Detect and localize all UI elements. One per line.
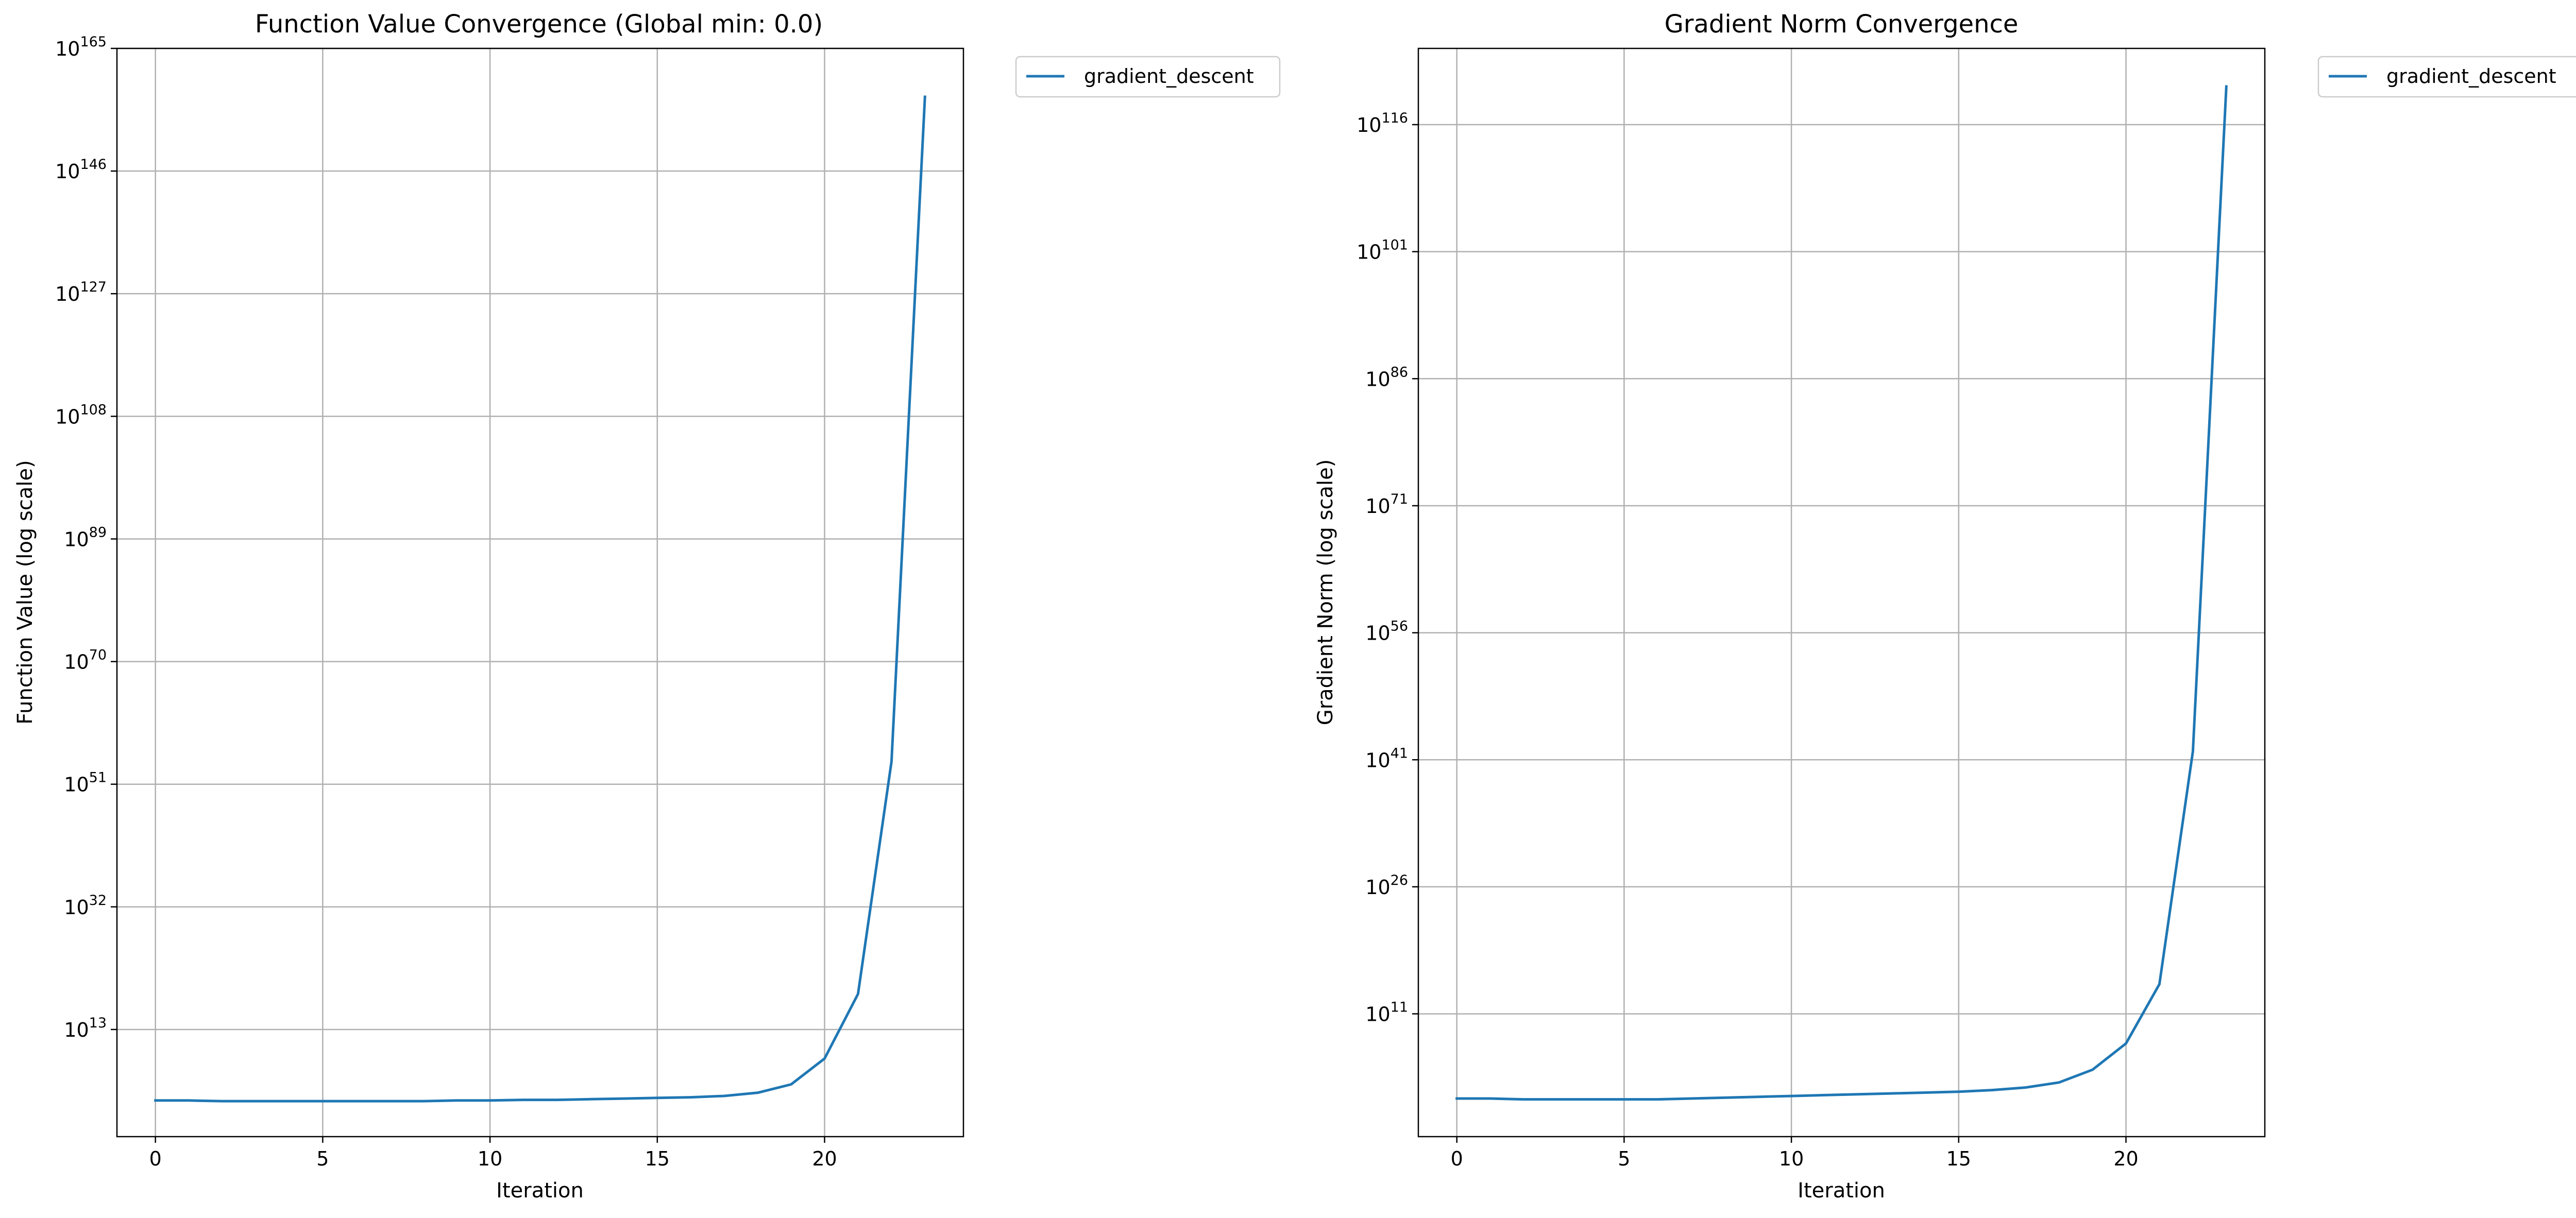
y-tick-label: 10101 [1357, 237, 1408, 264]
y-tick-label: 10165 [55, 34, 107, 60]
y-tick-label: 10108 [55, 402, 107, 428]
x-tick-label: 15 [1946, 1147, 1971, 1170]
y-tick-label: 1011 [1365, 1000, 1408, 1026]
series-line-gradient-descent [154, 95, 926, 1103]
chart-title: Gradient Norm Convergence [1665, 10, 2019, 39]
x-tick-label: 10 [1779, 1147, 1804, 1170]
legend: gradient_descent [2317, 56, 2576, 98]
chart-title: Function Value Convergence (Global min: … [255, 10, 823, 39]
y-tick-label: 1041 [1365, 745, 1408, 771]
y-tick-label: 1056 [1365, 619, 1408, 645]
plot-area [154, 95, 926, 1103]
legend-box [2317, 56, 2576, 98]
y-tick-label: 1032 [64, 893, 107, 919]
axes-frame [1417, 47, 2266, 1138]
y-tick-label: 1026 [1365, 872, 1408, 899]
series-line-gradient-descent [1455, 85, 2228, 1101]
x-axis-ticks: 0 5 10 15 20 [1451, 1137, 2139, 1170]
x-axis-ticks: 0 5 10 15 20 [149, 1137, 837, 1170]
x-tick-label: 0 [1451, 1147, 1463, 1170]
x-tick-label: 20 [2113, 1147, 2138, 1170]
axes-frame [116, 47, 964, 1138]
y-tick-label: 10127 [55, 279, 107, 305]
y-tick-label: 1086 [1365, 364, 1408, 390]
y-tick-label: 1013 [64, 1015, 107, 1041]
x-axis-label: Iteration [1798, 1179, 1885, 1203]
y-tick-label: 1051 [64, 770, 107, 796]
legend-label: gradient_descent [1084, 65, 1254, 88]
legend-label: gradient_descent [2386, 65, 2556, 88]
x-tick-label: 5 [316, 1147, 329, 1170]
legend: gradient_descent [1015, 56, 1281, 98]
y-tick-label: 1071 [1365, 491, 1408, 518]
x-tick-label: 5 [1618, 1147, 1630, 1170]
y-axis-label: Function Value (log scale) [13, 460, 37, 724]
x-tick-label: 15 [645, 1147, 670, 1170]
chart-function-value: Function Value Convergence (Global min: … [13, 10, 1281, 1203]
y-tick-label: 10116 [1357, 110, 1408, 136]
y-axis-ticks: 1013 1032 1051 1070 1089 10108 10127 10146 10165 [55, 34, 117, 1041]
x-axis-label: Iteration [496, 1179, 584, 1203]
grid-lines [117, 47, 963, 1137]
y-tick-label: 1089 [64, 524, 107, 551]
x-tick-label: 0 [149, 1147, 162, 1170]
chart-gradient-norm: Gradient Norm Convergence 0 5 10 15 20 10111… [1314, 10, 2576, 1203]
y-tick-label: 10146 [55, 157, 107, 183]
legend-box [1015, 56, 1281, 98]
x-tick-label: 10 [478, 1147, 502, 1170]
y-tick-label: 1070 [64, 647, 107, 674]
grid-lines [1418, 48, 2265, 1137]
y-axis-ticks: 1011 1026 1041 1056 1071 1086 10101 10116 [1357, 110, 1418, 1026]
plot-area [1455, 85, 2228, 1101]
y-axis-label: Gradient Norm (log scale) [1314, 459, 1337, 726]
x-tick-label: 20 [812, 1147, 837, 1170]
